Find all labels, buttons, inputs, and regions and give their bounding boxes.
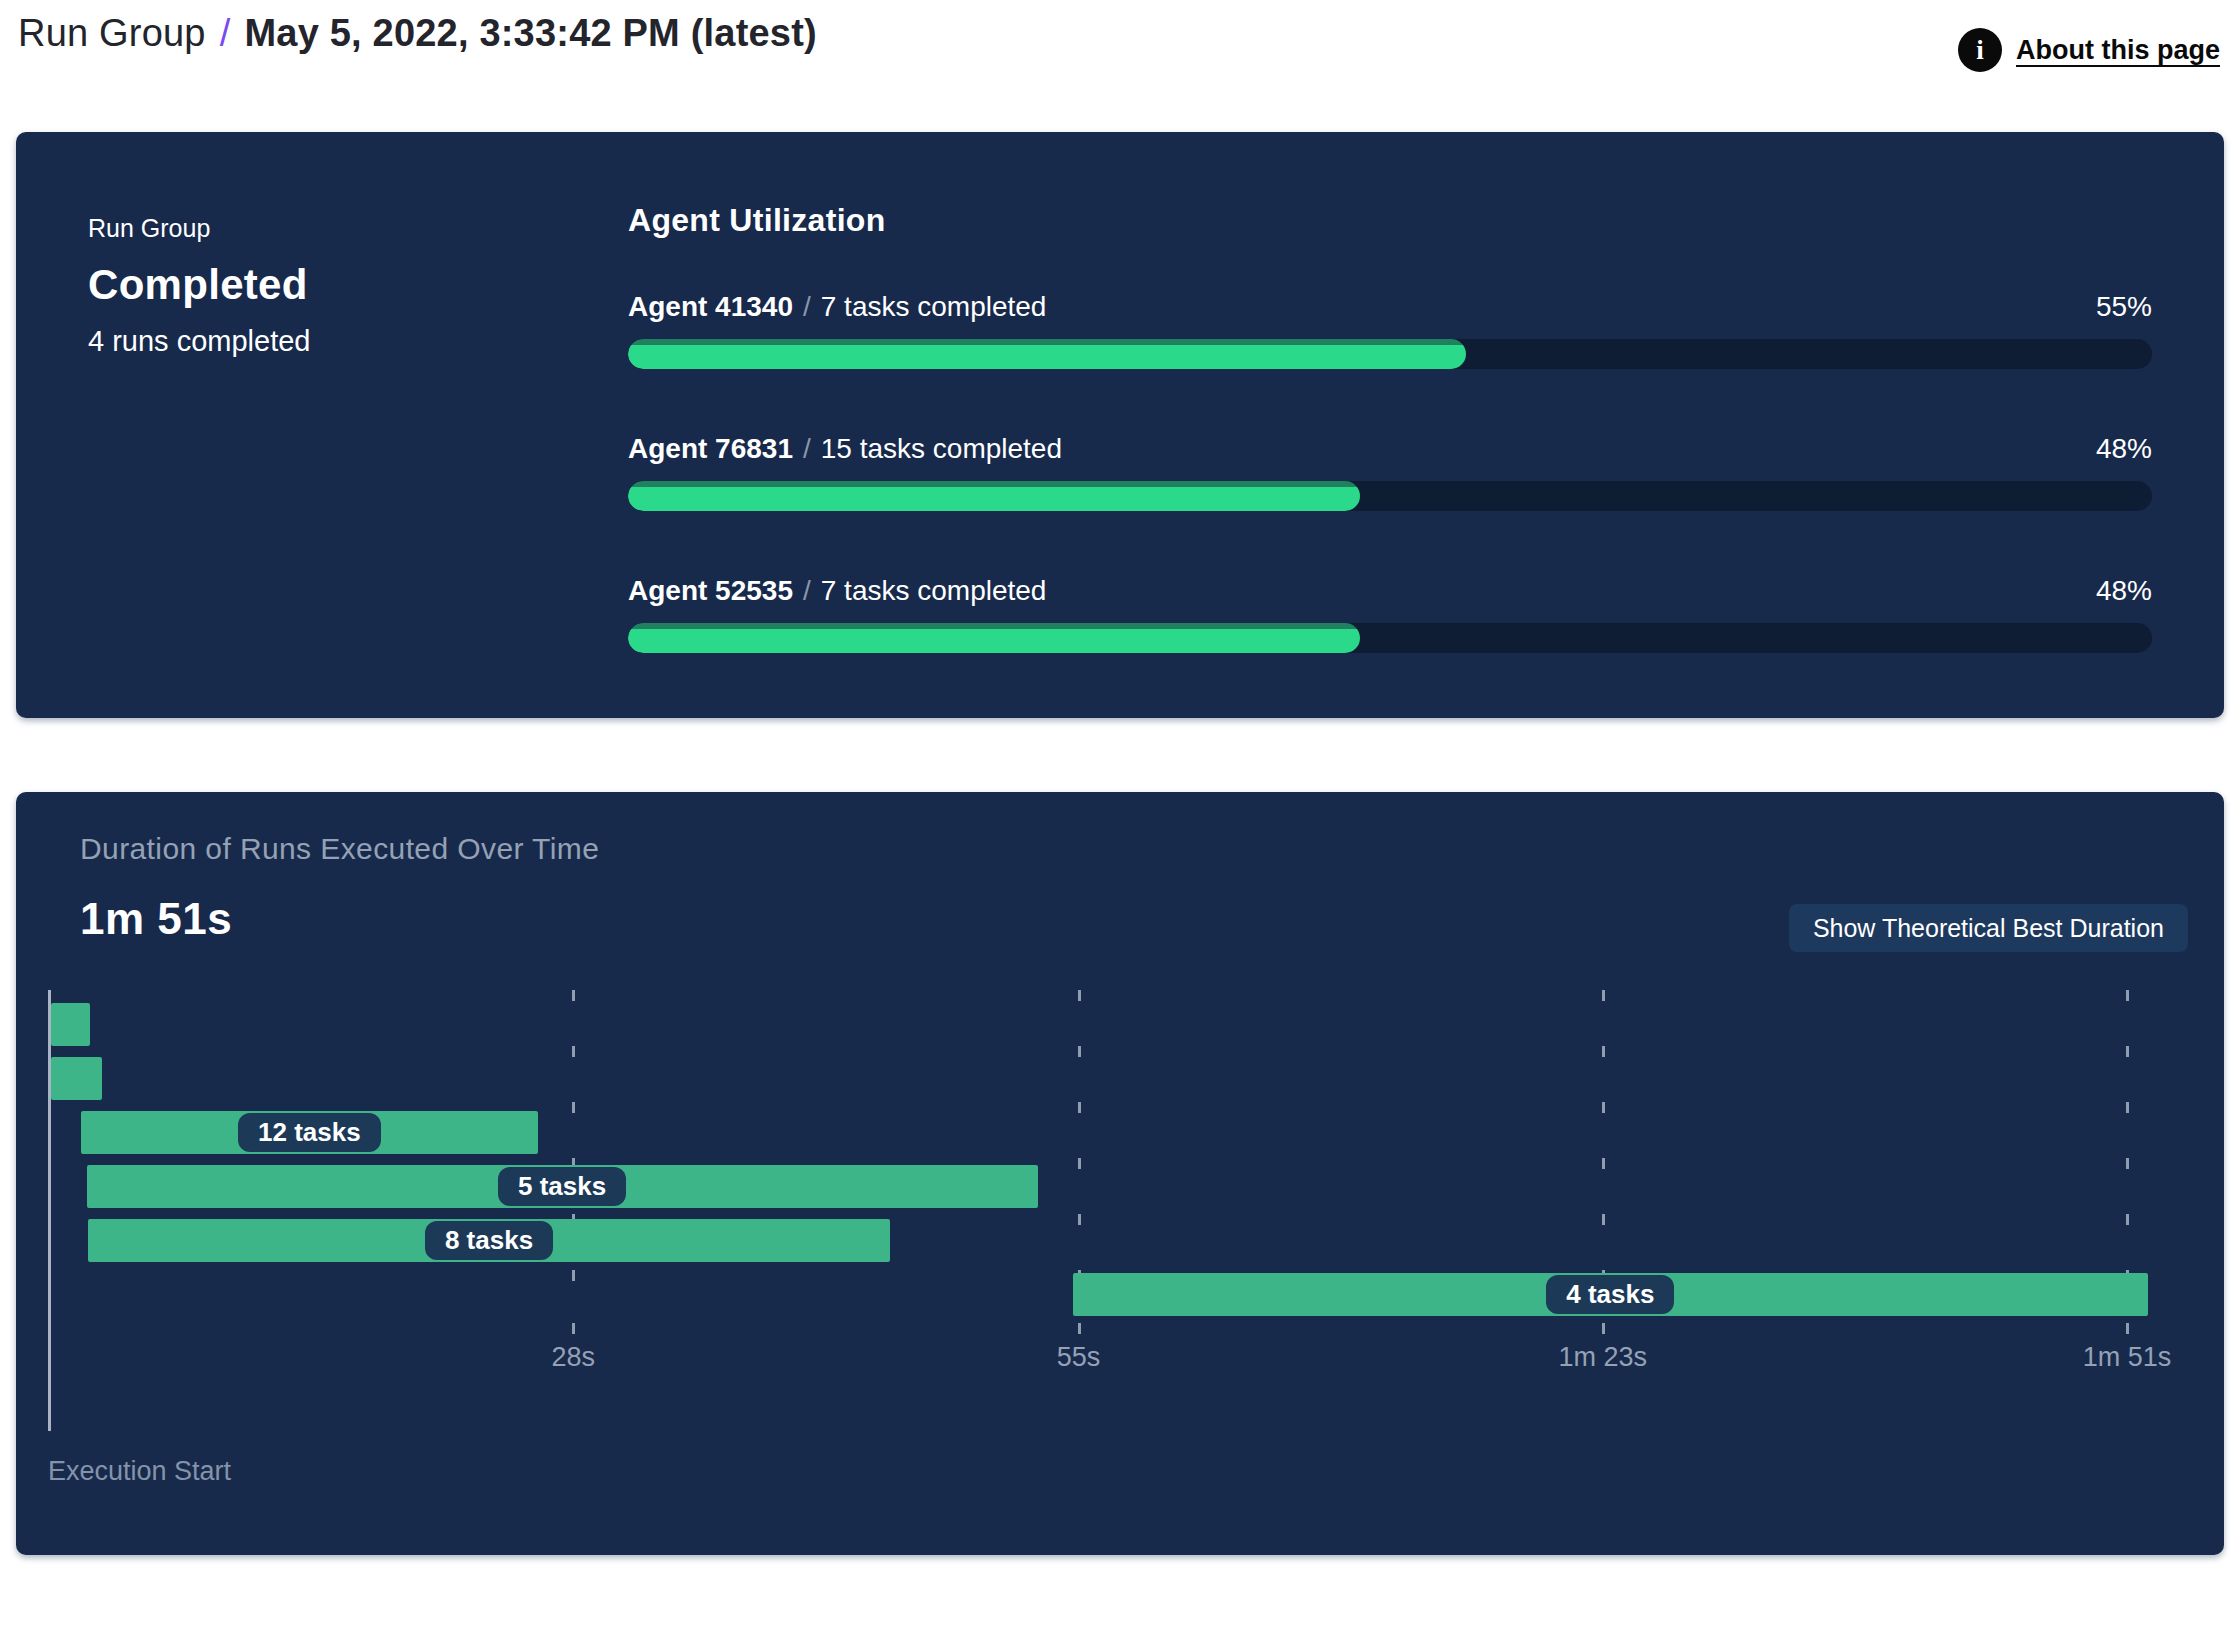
time-gridline — [2126, 990, 2129, 1320]
utilization-bar-fill — [628, 481, 1360, 511]
total-duration-value: 1m 51s — [80, 894, 232, 944]
axis-tick-label: 1m 51s — [2083, 1342, 2172, 1373]
status-value: Completed — [88, 261, 628, 309]
utilization-percent: 48% — [2096, 433, 2152, 465]
agent-utilization: Agent Utilization Agent 41340 / 7 tasks … — [628, 202, 2152, 718]
tasks-completed-label: 7 tasks completed — [821, 291, 1047, 323]
gantt-run-bar[interactable] — [51, 1057, 102, 1100]
gantt-run-bar[interactable]: 8 tasks — [88, 1219, 889, 1262]
label-separator: / — [803, 433, 811, 465]
agent-utilization-title: Agent Utilization — [628, 202, 2152, 239]
gantt-run-bar[interactable]: 5 tasks — [87, 1165, 1038, 1208]
utilization-bar-track — [628, 339, 2152, 369]
gantt-run-bar[interactable]: 12 tasks — [81, 1111, 538, 1154]
agent-utilization-row-labels: Agent 76831 / 15 tasks completed 48% — [628, 433, 2152, 465]
label-separator: / — [803, 575, 811, 607]
axis-tick-label: 1m 23s — [1558, 1342, 1647, 1373]
task-count-chip: 12 tasks — [238, 1113, 381, 1152]
run-group-label: Run Group — [88, 214, 628, 243]
tasks-completed-label: 7 tasks completed — [821, 575, 1047, 607]
utilization-bar-track — [628, 481, 2152, 511]
run-group-panel: Run Group Completed 4 runs completed Age… — [16, 132, 2224, 718]
axis-tick — [572, 1323, 575, 1334]
time-gridline — [1602, 990, 1605, 1320]
runs-completed-summary: 4 runs completed — [88, 325, 628, 358]
run-group-status: Run Group Completed 4 runs completed — [88, 202, 628, 718]
label-separator: / — [803, 291, 811, 323]
axis-tick — [2126, 1323, 2129, 1334]
utilization-percent: 48% — [2096, 575, 2152, 607]
page-header: Run Group / May 5, 2022, 3:33:42 PM (lat… — [0, 0, 2240, 72]
utilization-bar-track — [628, 623, 2152, 653]
axis-tick — [1602, 1323, 1605, 1334]
agent-name: Agent 52535 — [628, 575, 793, 607]
breadcrumb-separator: / — [220, 12, 231, 55]
agent-name: Agent 76831 — [628, 433, 793, 465]
info-icon[interactable]: i — [1958, 28, 2002, 72]
agent-name: Agent 41340 — [628, 291, 793, 323]
axis-tick — [1078, 1323, 1081, 1334]
utilization-bar-fill — [628, 623, 1360, 653]
agent-utilization-row-labels: Agent 41340 / 7 tasks completed 55% — [628, 291, 2152, 323]
agent-utilization-rows: Agent 41340 / 7 tasks completed 55% Agen… — [628, 291, 2152, 653]
utilization-percent: 55% — [2096, 291, 2152, 323]
duration-chart-title: Duration of Runs Executed Over Time — [80, 832, 599, 866]
tasks-completed-label: 15 tasks completed — [821, 433, 1062, 465]
breadcrumb-root: Run Group — [18, 12, 206, 55]
gantt-run-bar[interactable]: 4 tasks — [1073, 1273, 2148, 1316]
task-count-chip: 5 tasks — [498, 1167, 626, 1206]
task-count-chip: 8 tasks — [425, 1221, 553, 1260]
page-title: May 5, 2022, 3:33:42 PM (latest) — [244, 12, 816, 55]
show-theoretical-best-duration-button[interactable]: Show Theoretical Best Duration — [1789, 904, 2188, 952]
breadcrumb: Run Group / May 5, 2022, 3:33:42 PM (lat… — [18, 12, 817, 55]
about-this-page[interactable]: i About this page — [1958, 28, 2220, 72]
agent-utilization-row-labels: Agent 52535 / 7 tasks completed 48% — [628, 575, 2152, 607]
agent-utilization-row: Agent 76831 / 15 tasks completed 48% — [628, 433, 2152, 511]
execution-start-label: Execution Start — [48, 1456, 231, 1487]
utilization-bar-fill — [628, 339, 1466, 369]
time-gridline — [572, 990, 575, 1320]
axis-tick-label: 28s — [551, 1342, 595, 1373]
agent-utilization-row: Agent 52535 / 7 tasks completed 48% — [628, 575, 2152, 653]
duration-panel: Duration of Runs Executed Over Time 1m 5… — [16, 792, 2224, 1555]
time-gridline — [1078, 990, 1081, 1320]
task-count-chip: 4 tasks — [1546, 1275, 1674, 1314]
about-this-page-link[interactable]: About this page — [2016, 35, 2220, 66]
axis-tick-label: 55s — [1057, 1342, 1101, 1373]
agent-utilization-row: Agent 41340 / 7 tasks completed 55% — [628, 291, 2152, 369]
gantt-run-bar[interactable] — [51, 1003, 90, 1046]
execution-start-axis-line — [48, 990, 51, 1431]
gantt-chart: Execution Start 28s 55s 1m 23s 1m 51s 12 ta… — [16, 990, 2224, 1530]
